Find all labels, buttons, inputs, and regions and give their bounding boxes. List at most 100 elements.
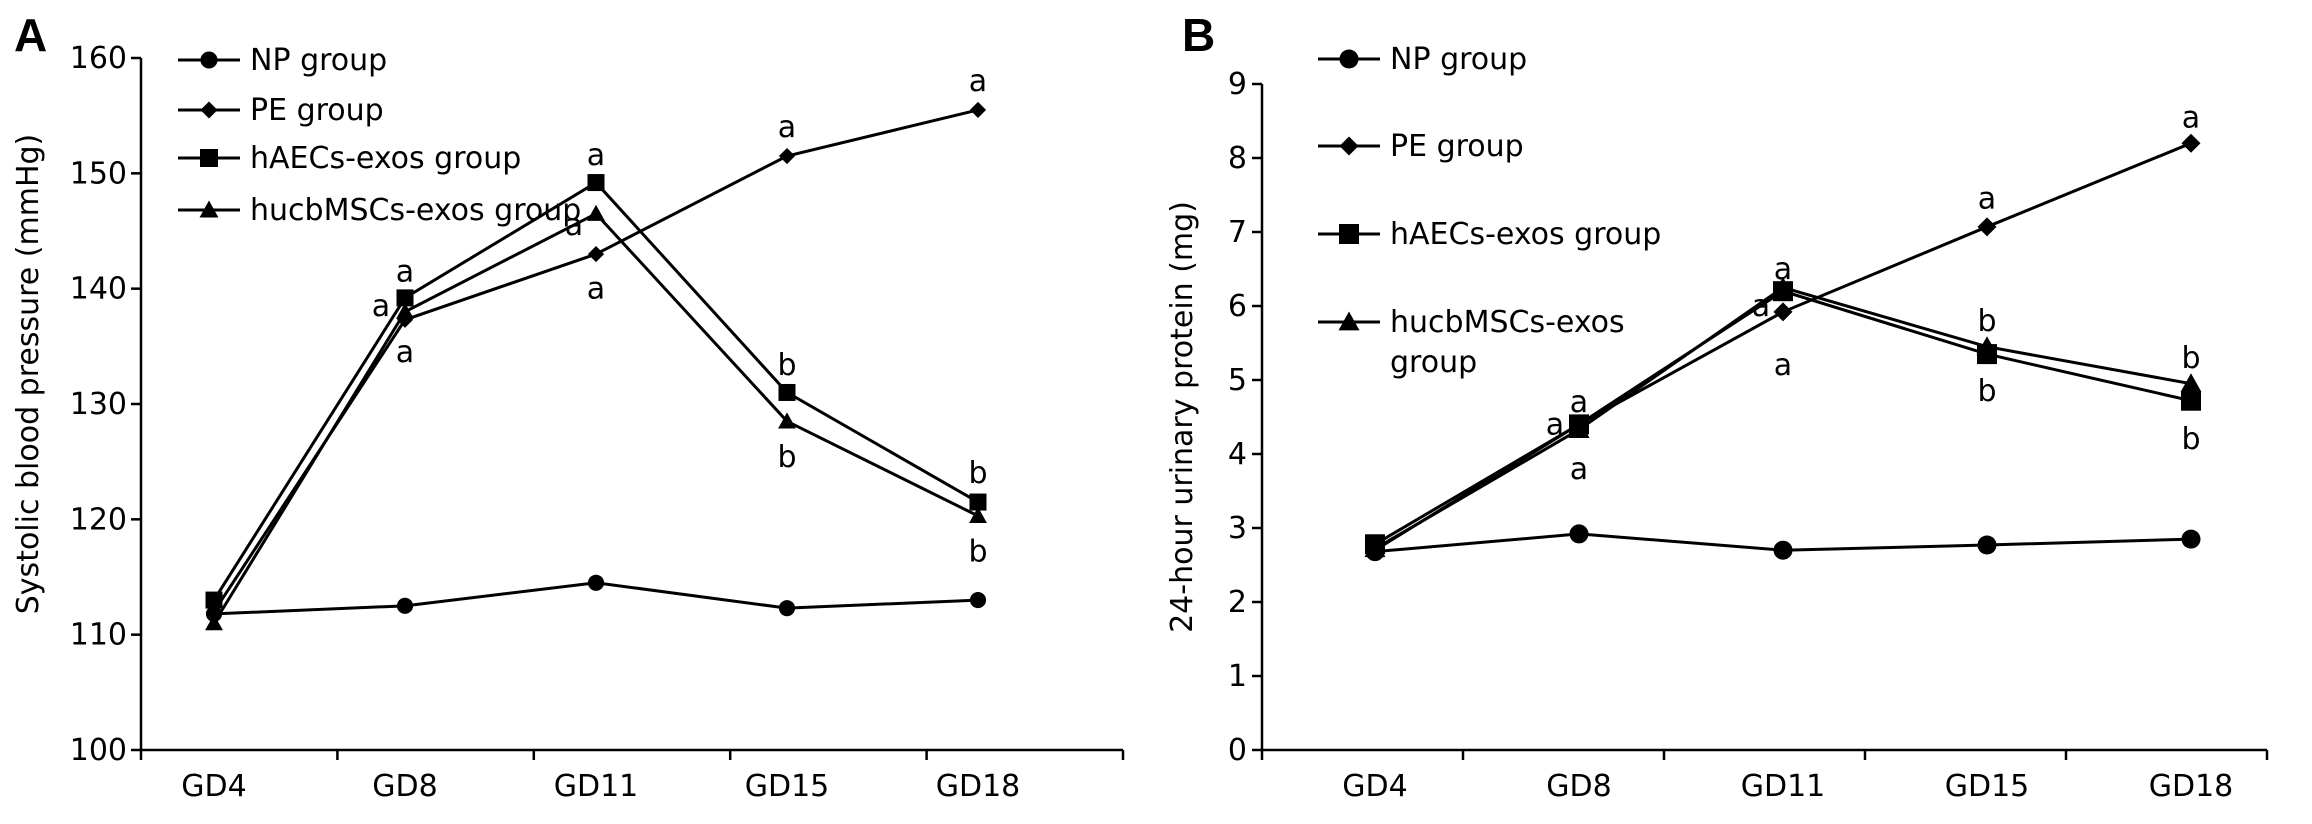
point-hucbmscs-exos-group-gd4 <box>205 614 223 631</box>
y-tick-label: 1 <box>1228 659 1247 694</box>
point-np-group-gd8 <box>1569 524 1589 544</box>
y-tick-label: 2 <box>1228 585 1247 620</box>
legend-item-haecs-exos-group: hAECs-exos group <box>1318 217 1661 252</box>
panel-label: A <box>14 9 47 61</box>
legend-label: hAECs-exos group <box>250 141 521 176</box>
legend: NP group PE group hAECs-exos group hucbMSCs… <box>178 43 581 228</box>
y-tick-label: 6 <box>1228 289 1247 324</box>
annotation-a: a <box>2182 100 2200 135</box>
y-tick-label: 5 <box>1228 363 1247 398</box>
annotation-a: a <box>587 272 605 307</box>
annotation-a: a <box>565 208 583 243</box>
y-tick-label: 100 <box>70 733 127 768</box>
annotation-a: a <box>1570 385 1588 420</box>
x-tick-label-gd11: GD11 <box>554 769 639 804</box>
point-hucbmscs-exos-group-gd8 <box>396 302 414 319</box>
point-np-group-gd15 <box>778 600 796 617</box>
point-haecs-exos-group-gd4 <box>205 591 223 609</box>
y-axis-title: 24-hour urinary protein (mg) <box>1165 201 1200 633</box>
point-haecs-exos-group-gd18 <box>2181 390 2201 411</box>
point-hucbmscs-exos-group-gd18 <box>2180 373 2202 393</box>
annotation-b: b <box>2181 422 2200 457</box>
annotation-b: b <box>777 440 796 475</box>
legend-item-hucbmscs-exos-group: hucbMSCs-exos group <box>178 193 581 228</box>
y-tick-label: 130 <box>70 387 127 422</box>
point-hucbmscs-exos-group-gd15 <box>778 412 796 429</box>
point-hucbmscs-exos-group-gd18 <box>969 506 987 524</box>
legend-marker-square <box>1339 224 1359 244</box>
series-line-pe-group <box>1374 141 2192 552</box>
annotation-b: b <box>1977 374 1996 409</box>
point-hucbmscs-exos-group-gd11 <box>587 204 605 221</box>
panel-a: A 100 110 120 130 140 150 160 GD4 GD8 GD11 GD15 GD18… <box>11 9 1125 804</box>
legend-marker-triangle <box>199 200 219 218</box>
point-pe-group-gd11 <box>587 245 605 263</box>
legend-marker-triangle <box>1338 311 1360 331</box>
point-np-group-gd15 <box>1977 535 1997 555</box>
legend-marker-diamond <box>200 101 218 119</box>
annotation-b: b <box>1977 304 1996 339</box>
legend-label: NP group <box>1390 42 1527 77</box>
y-tick-label: 8 <box>1228 141 1247 176</box>
annotation-a: a <box>1978 182 1996 217</box>
x-tick-label-gd18: GD18 <box>2149 769 2234 804</box>
point-pe-group-gd15 <box>1977 217 1997 237</box>
point-hucbmscs-exos-group-gd4 <box>1364 538 1386 558</box>
annotation-a: a <box>1774 252 1792 287</box>
annotation-a: a <box>1546 407 1564 442</box>
point-haecs-exos-group-gd15 <box>778 383 796 401</box>
point-np-group-gd18 <box>969 591 987 609</box>
legend-label-line-2: group <box>1390 345 1477 380</box>
point-pe-group-gd18 <box>2181 133 2201 153</box>
point-hucbmscs-exos-group-gd11 <box>1772 277 1794 296</box>
series-line-haecs-exos-group <box>212 180 979 601</box>
y-tick-label: 120 <box>70 502 127 537</box>
legend-item-pe-group: PE group <box>178 93 384 128</box>
annotation-b: b <box>2181 341 2200 376</box>
annotation-a: a <box>372 289 390 324</box>
legend-item-haecs-exos-group: hAECs-exos group <box>178 141 521 176</box>
point-pe-group-gd4 <box>205 603 223 620</box>
legend-marker-circle <box>1339 49 1359 69</box>
annotation-a: a <box>1570 452 1588 487</box>
legend-label: PE group <box>1390 129 1524 164</box>
series-hucbmscs-exos-group <box>205 204 987 631</box>
x-tick-label-gd8: GD8 <box>1546 769 1611 804</box>
legend-label: hucbMSCs-exos group <box>1390 305 1625 380</box>
x-tick-label-gd18: GD18 <box>936 769 1021 804</box>
annotation-a: a <box>587 138 605 173</box>
legend-label: NP group <box>250 43 387 78</box>
series-pe-group <box>1365 133 2201 560</box>
point-np-group-gd8 <box>396 597 414 614</box>
point-haecs-exos-group-gd8 <box>396 289 414 307</box>
x-tick-label-gd4: GD4 <box>1342 769 1407 804</box>
series-haecs-exos-group <box>205 174 987 609</box>
legend-marker-square <box>200 149 218 167</box>
legend-item-np-group: NP group <box>178 43 387 78</box>
point-pe-group-gd15 <box>778 147 796 165</box>
annotation-a: a <box>969 64 987 99</box>
point-np-group-gd18 <box>2181 529 2201 549</box>
annotation-b: b <box>777 348 796 383</box>
annotation-a: a <box>1774 348 1792 383</box>
point-hucbmscs-exos-group-gd15 <box>1976 336 1998 356</box>
panel-label: B <box>1182 9 1215 61</box>
y-tick-label: 3 <box>1228 511 1247 546</box>
legend-marker-diamond <box>1339 136 1359 156</box>
legend-label-line-1: hucbMSCs-exos <box>1390 305 1625 340</box>
series-np-group <box>1365 524 2201 562</box>
annotation-b: b <box>968 456 987 491</box>
y-tick-label: 9 <box>1228 67 1247 102</box>
x-tick-label-gd11: GD11 <box>1741 769 1826 804</box>
legend-item-pe-group: PE group <box>1318 129 1524 164</box>
annotation-a: a <box>396 254 414 289</box>
y-tick-label: 150 <box>70 156 127 191</box>
legend-marker-circle <box>200 51 218 69</box>
legend-item-hucbmscs-exos-group: hucbMSCs-exos group <box>1318 305 1625 380</box>
series-np-group <box>205 574 987 622</box>
x-tick-label-gd8: GD8 <box>372 769 437 804</box>
annotation-a: a <box>1752 289 1770 324</box>
annotation-b: b <box>968 535 987 570</box>
